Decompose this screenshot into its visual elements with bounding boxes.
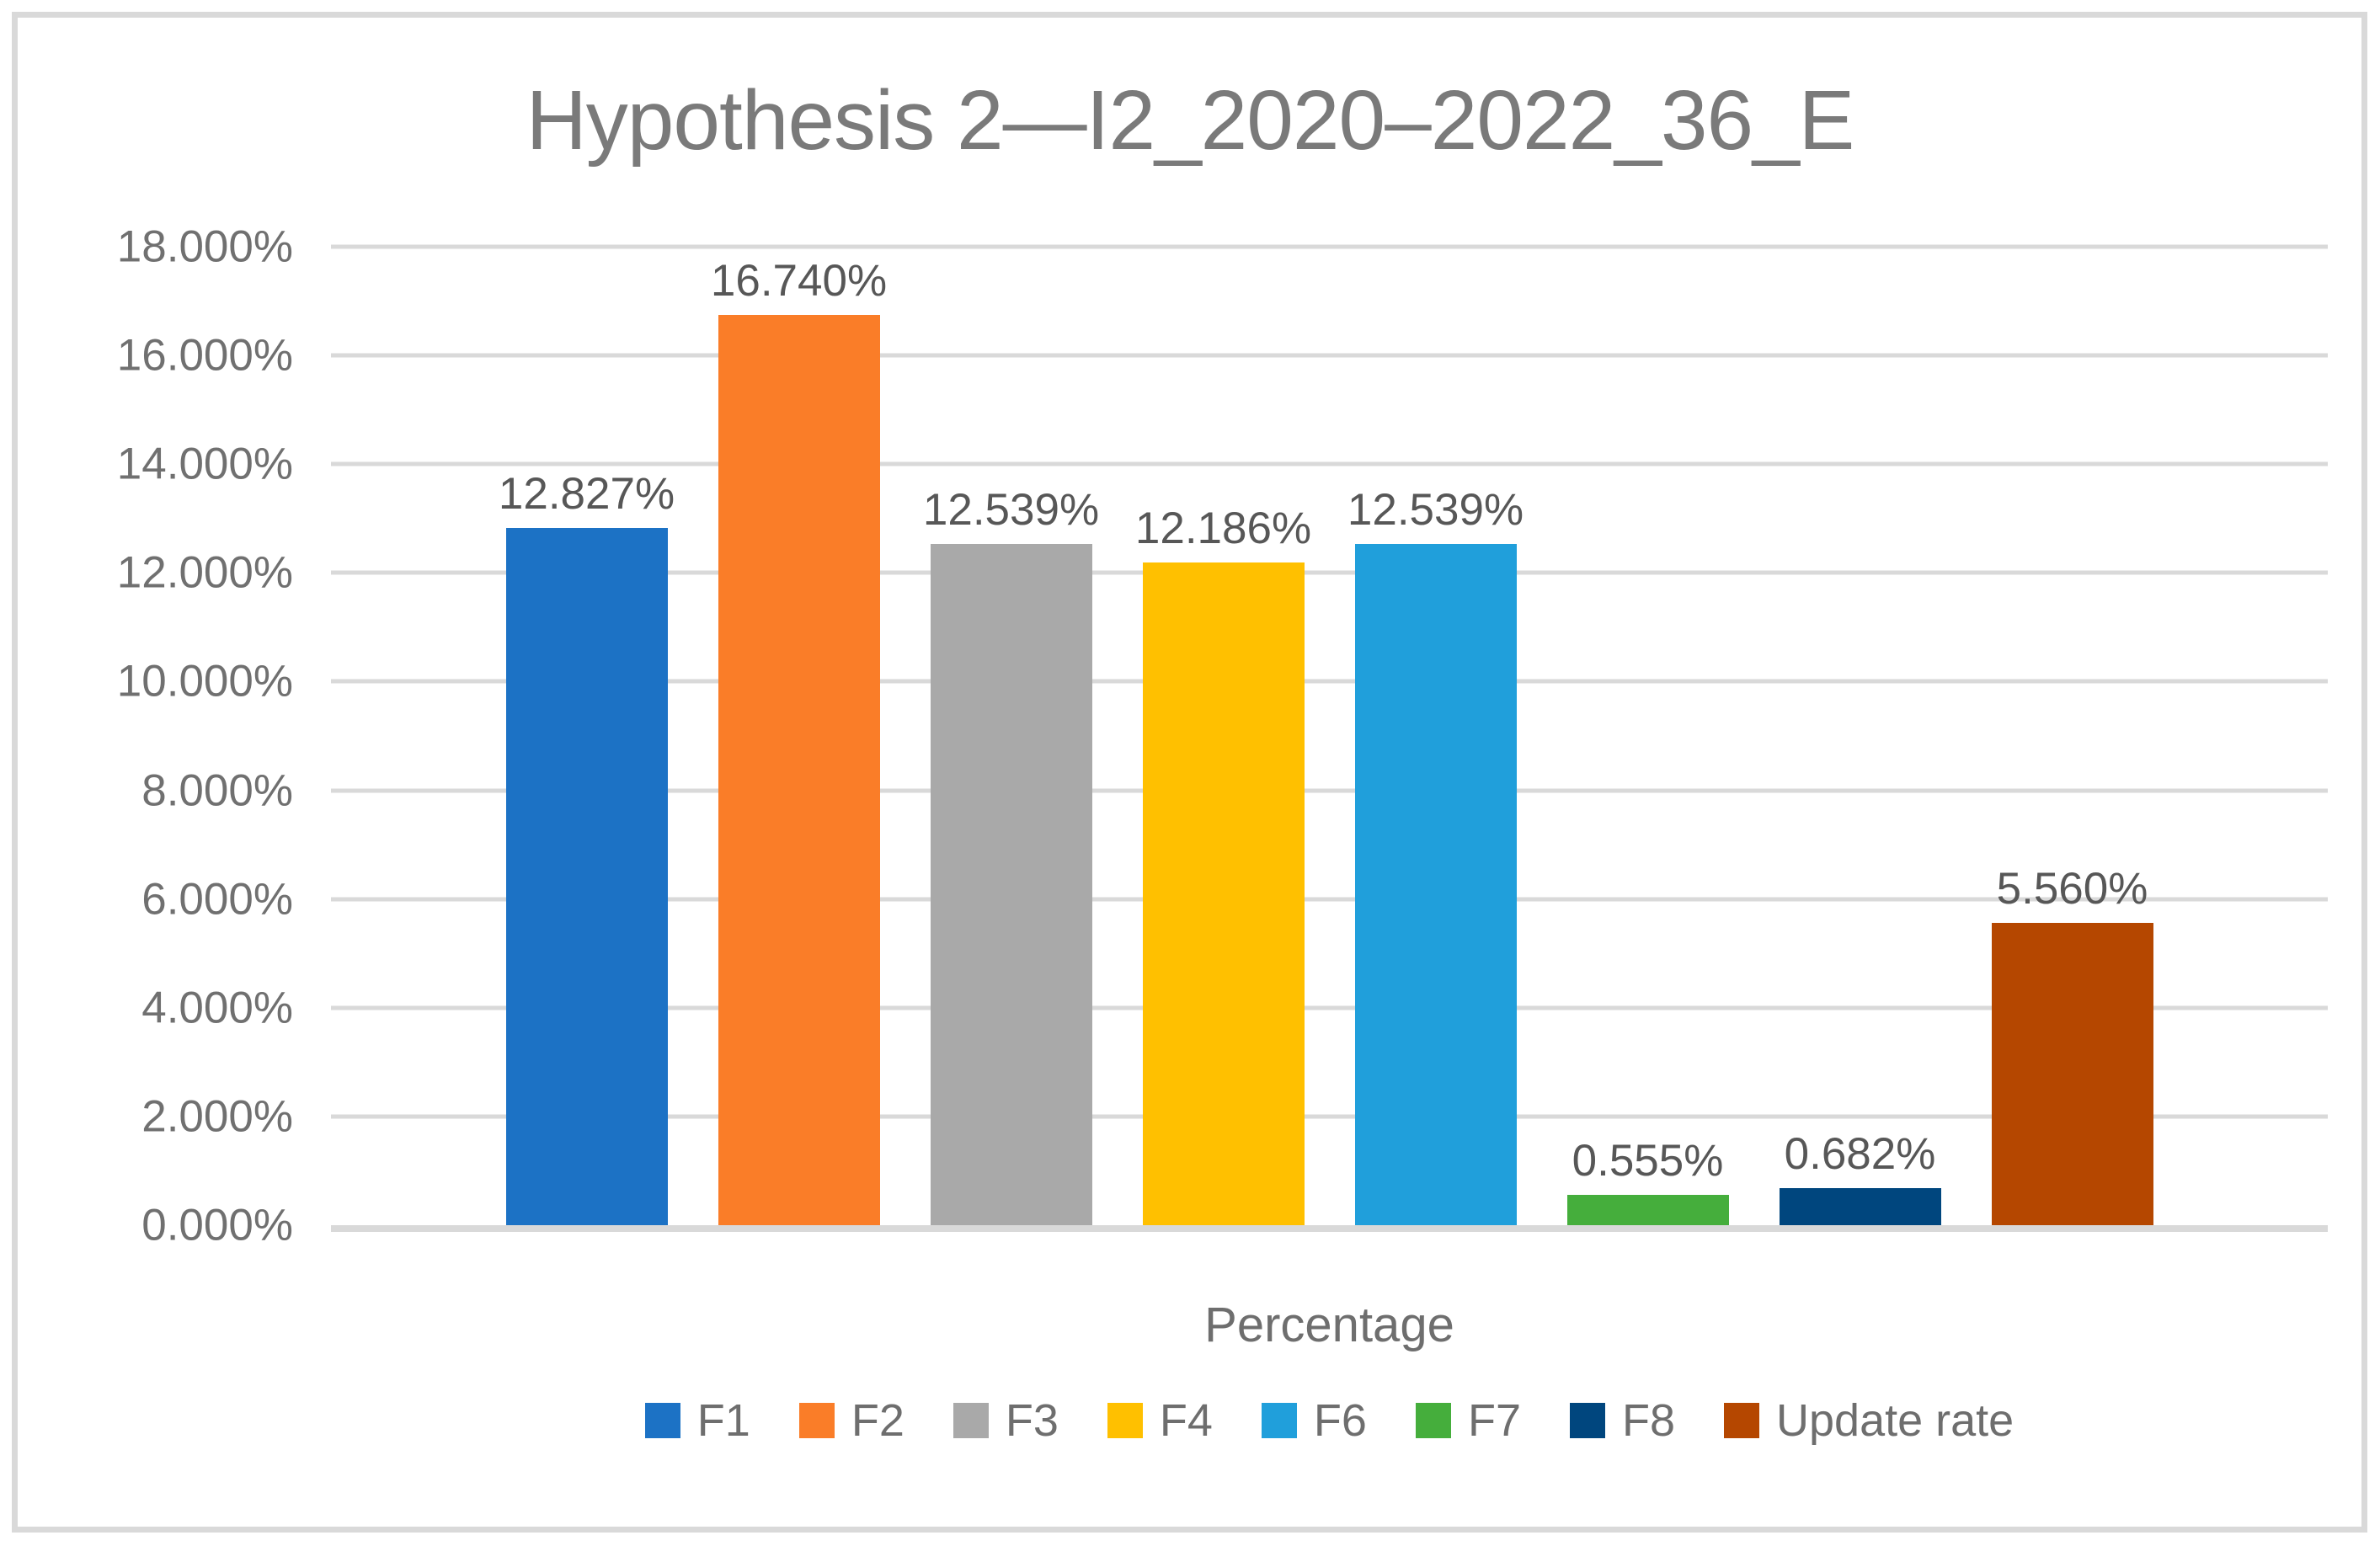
legend-marker-update-rate-icon <box>1724 1403 1760 1438</box>
bar-f1: 12.827% <box>499 472 675 1225</box>
bar-f4: 12.186% <box>1135 506 1311 1225</box>
legend-label-f6: F6 <box>1313 1395 1367 1446</box>
y-tick-label-2.000%: 2.000% <box>141 1091 293 1142</box>
legend-label-f7: F7 <box>1467 1395 1521 1446</box>
plot-area: 12.827% 16.740% 12.539% 12.186% 12.539% 0.555… <box>331 244 2328 1232</box>
y-tick-label-10.000%: 10.000% <box>116 656 293 706</box>
legend-marker-f4-icon <box>1107 1403 1143 1438</box>
legend-marker-f8-icon <box>1569 1403 1605 1438</box>
x-axis-title: Percentage <box>1204 1298 1454 1352</box>
x-axis-line <box>331 1225 2328 1232</box>
bar-f7: 0.555% <box>1566 1138 1729 1225</box>
legend: F1 F2 F3 F4 F6 F7 F8 Update rate <box>331 1398 2328 1443</box>
bar-f3: 12.539% <box>923 488 1099 1225</box>
legend-label-f3: F3 <box>1005 1395 1059 1446</box>
gridline-16.000% <box>331 353 2328 358</box>
gridline-4.000% <box>331 1005 2328 1010</box>
data-label-f4: 12.186% <box>1134 504 1312 554</box>
y-tick-label-16.000%: 16.000% <box>116 330 293 381</box>
legend-label-f8: F8 <box>1621 1395 1676 1446</box>
legend-item-f7: F7 <box>1415 1395 1521 1446</box>
y-tick-label-0.000%: 0.000% <box>141 1200 293 1250</box>
legend-label-f4: F4 <box>1159 1395 1213 1446</box>
y-tick-label-18.000%: 18.000% <box>116 221 293 272</box>
legend-item-f6: F6 <box>1261 1395 1367 1446</box>
y-tick-label-6.000%: 6.000% <box>141 874 293 925</box>
gridline-14.000% <box>331 461 2328 466</box>
data-label-f1: 12.827% <box>498 468 675 519</box>
gridline-10.000% <box>331 679 2328 684</box>
bar-f8: 0.682% <box>1779 1132 1941 1225</box>
legend-item-f2: F2 <box>798 1395 905 1446</box>
data-label-f2: 16.740% <box>710 256 888 307</box>
gridline-6.000% <box>331 897 2328 902</box>
chart-title: Hypothesis 2—I2_2020–2022_36_E <box>526 73 1855 168</box>
data-label-f8: 0.682% <box>1784 1128 1936 1179</box>
legend-marker-f6-icon <box>1261 1403 1297 1438</box>
legend-item-update-rate: Update rate <box>1724 1398 2014 1443</box>
y-axis-tick-labels: 0.000% 2.000% 4.000% 6.000% 8.000% 10.000% 12.… <box>0 225 293 1248</box>
y-tick-label-8.000%: 8.000% <box>141 765 293 816</box>
y-tick-label-4.000%: 4.000% <box>141 983 293 1033</box>
bar-f6: 12.539% <box>1347 488 1524 1225</box>
y-tick-label-12.000%: 12.000% <box>116 547 293 598</box>
data-label-f7: 0.555% <box>1572 1136 1724 1186</box>
legend-label-f1: F1 <box>696 1395 750 1446</box>
legend-item-f1: F1 <box>644 1395 750 1446</box>
legend-item-f4: F4 <box>1107 1398 1213 1443</box>
legend-label-f2: F2 <box>851 1395 905 1446</box>
legend-marker-f3-icon <box>953 1403 989 1438</box>
gridline-2.000% <box>331 1114 2328 1119</box>
data-label-f6: 12.539% <box>1347 484 1524 535</box>
gridline-12.000% <box>331 570 2328 575</box>
legend-item-f8: F8 <box>1569 1395 1676 1446</box>
y-tick-label-14.000%: 14.000% <box>116 439 293 489</box>
gridline-8.000% <box>331 788 2328 793</box>
data-label-update-rate: 5.560% <box>1996 864 2148 914</box>
bar-f2: 16.740% <box>711 259 887 1225</box>
data-label-f3: 12.539% <box>922 484 1100 535</box>
legend-label-update-rate: Update rate <box>1776 1395 2014 1446</box>
bar-series-group: 12.827% 16.740% 12.539% 12.186% 12.539% 0.555… <box>331 247 2328 1225</box>
legend-marker-f7-icon <box>1415 1403 1451 1438</box>
legend-marker-f1-icon <box>644 1403 680 1438</box>
gridline-18.000% <box>331 244 2328 249</box>
bar-update-rate: 5.560% <box>1991 866 2153 1225</box>
legend-item-f3: F3 <box>953 1398 1059 1443</box>
legend-marker-f2-icon <box>798 1403 835 1438</box>
